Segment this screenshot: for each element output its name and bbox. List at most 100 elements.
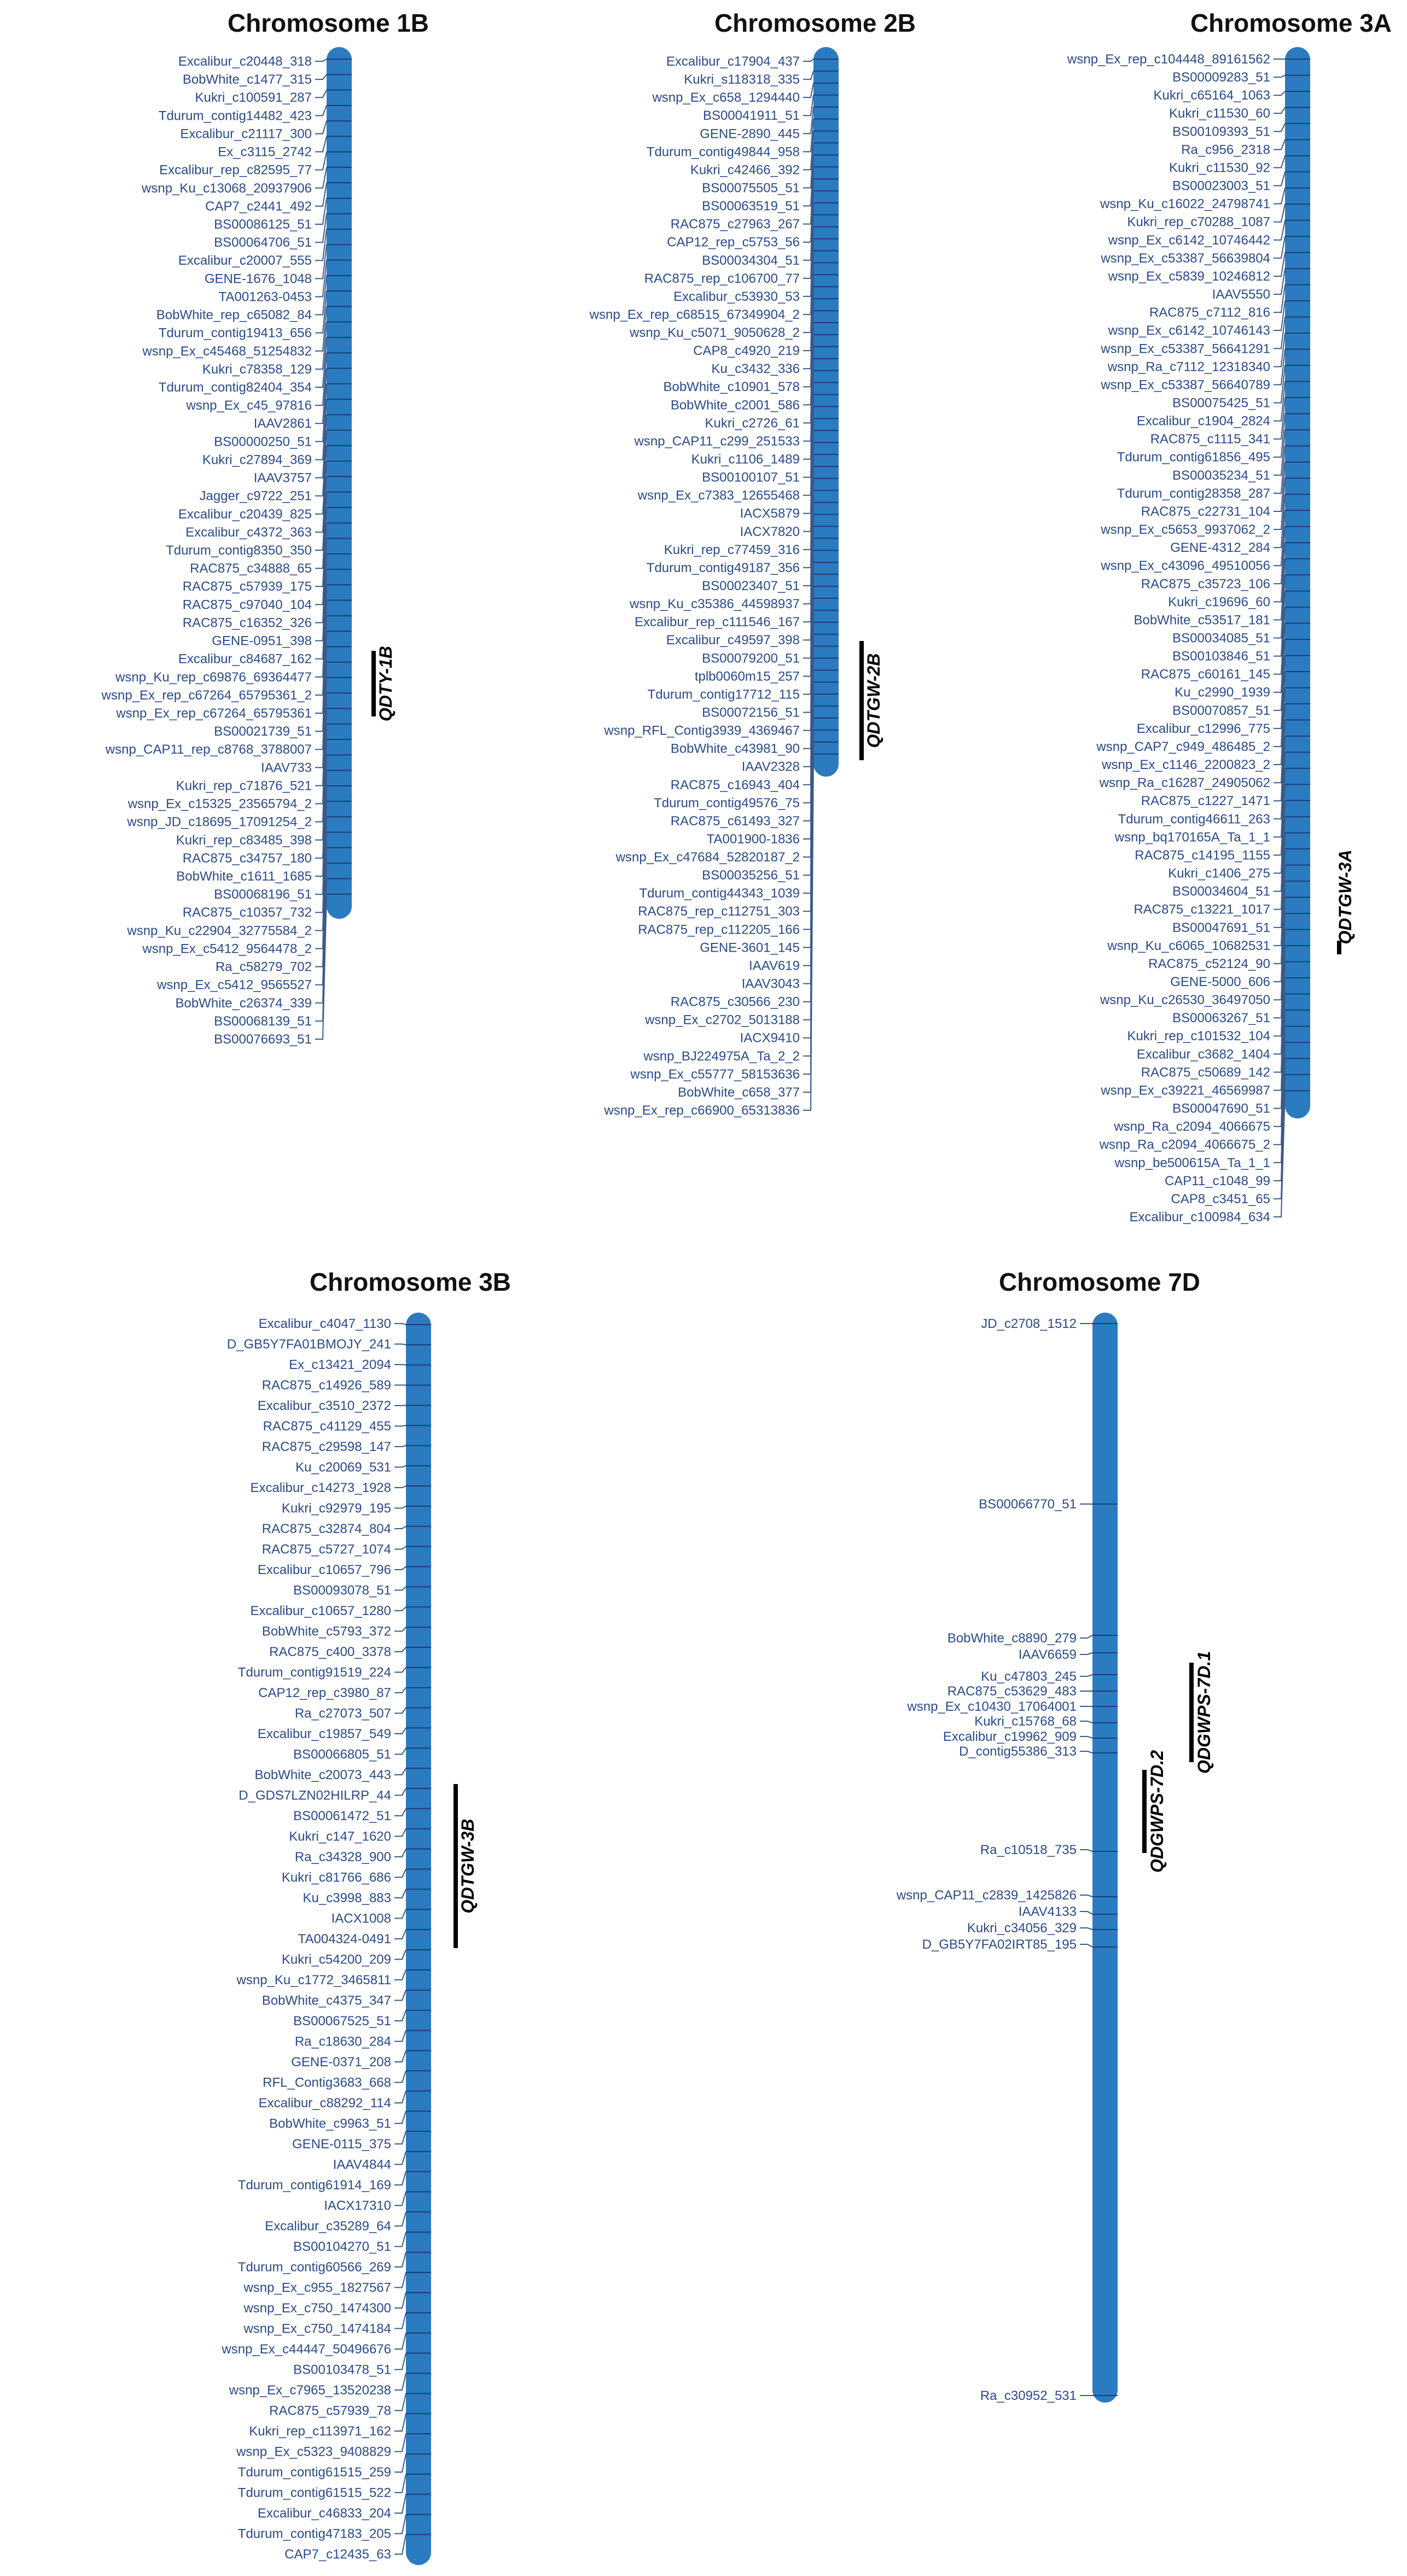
marker-label: IAAV2861 — [254, 416, 312, 431]
marker-leader-line — [394, 2453, 406, 2473]
marker-leader-line — [803, 119, 814, 153]
marker-label: IAAV733 — [261, 760, 312, 775]
marker-label: BS00035256_51 — [702, 868, 800, 883]
marker-leader-line — [394, 1889, 406, 1898]
chromosome-2b-body — [813, 47, 839, 777]
marker-label: Ku_c3998_883 — [303, 1891, 391, 1905]
marker-leader-line — [394, 1909, 406, 1919]
marker-label: Tdurum_contig61856_495 — [1117, 450, 1270, 465]
marker-label: D_GB5Y7FA01BMOJY_241 — [227, 1337, 391, 1352]
marker-leader-line — [394, 2474, 406, 2493]
marker-leader-line — [315, 120, 327, 135]
marker-label: wsnp_Ex_c5323_9408829 — [236, 2445, 391, 2460]
marker-leader-line — [1274, 1091, 1286, 1217]
marker-label: wsnp_Ex_c15325_23565794_2 — [127, 797, 312, 812]
marker-label: Kukri_s118318_335 — [684, 72, 800, 87]
marker-leader-line — [394, 2534, 406, 2555]
marker-leader-line — [394, 2212, 406, 2227]
marker-label: BS00021739_51 — [214, 724, 312, 739]
chromosome-3a-body — [1285, 47, 1310, 1118]
qtl-interval-bar — [1337, 941, 1341, 954]
marker-label: Tdurum_contig61914_169 — [238, 2178, 391, 2193]
marker-label: BS00063519_51 — [702, 199, 800, 214]
marker-leader-line — [394, 1425, 406, 1427]
marker-label: BS00066805_51 — [293, 1747, 391, 1762]
marker-leader-line — [394, 2151, 406, 2165]
marker-label: Excalibur_rep_c111546_167 — [635, 615, 800, 630]
marker-label: RAC875_c97040_104 — [183, 597, 312, 612]
marker-label: BS00093078_51 — [293, 1583, 391, 1598]
marker-label: IAAV2328 — [742, 760, 800, 774]
marker-label: wsnp_Ex_c2702_5013188 — [644, 1013, 800, 1028]
qtl-label: QDTY-1B — [376, 646, 396, 721]
marker-label: Ra_c58279_702 — [216, 960, 312, 975]
marker-leader-line — [315, 646, 327, 750]
marker-leader-line — [1274, 720, 1286, 802]
marker-leader-line — [315, 136, 327, 153]
marker-leader-line — [1080, 1911, 1093, 1915]
chromosome-3b-body — [406, 1313, 431, 2565]
marker-leader-line — [394, 2433, 406, 2452]
marker-leader-line — [1274, 607, 1286, 675]
marker-label: wsnp_Ex_c5412_9565527 — [156, 978, 312, 993]
marker-leader-line — [1274, 510, 1286, 567]
marker-label: wsnp_Ex_c53387_56640789 — [1100, 377, 1270, 392]
marker-leader-line — [394, 2050, 406, 2062]
marker-label: BS00023003_51 — [1172, 179, 1270, 194]
marker-label: BS00034304_51 — [702, 253, 800, 268]
marker-leader-line — [1274, 543, 1286, 603]
marker-leader-line — [1274, 865, 1286, 964]
marker-leader-line — [1274, 155, 1286, 168]
marker-label: wsnp_Ex_rep_c66900_65313836 — [603, 1103, 800, 1118]
marker-label: IAAV6659 — [1019, 1647, 1077, 1662]
marker-leader-line — [1274, 204, 1286, 223]
marker-label: Tdurum_contig49576_75 — [654, 796, 800, 811]
marker-leader-line — [1274, 526, 1286, 585]
marker-label: BobWhite_c4375_347 — [262, 1994, 391, 2008]
marker-label: IAAV5550 — [1212, 287, 1270, 302]
marker-label: Kukri_c2726_61 — [705, 416, 800, 430]
marker-label: BobWhite_c2001_586 — [671, 398, 800, 412]
marker-leader-line — [394, 1627, 406, 1632]
marker-leader-line — [394, 1949, 406, 1960]
marker-leader-line — [1274, 752, 1286, 838]
marker-leader-line — [315, 260, 327, 298]
chromosome-7d-marker-labels: JD_c2708_1512 BS00066770_51 BobWhite_c8890… — [896, 1316, 1093, 2403]
chromosome-1b-marker-labels: Excalibur_c20448_318 BobWhite_c1477_315 Ku… — [101, 54, 327, 1047]
marker-leader-line — [315, 507, 327, 587]
chromosome-7d-qtls: QDGWPS-7D.1 QDGWPS-7D.2 — [1142, 1651, 1214, 1873]
marker-label: BobWhite_c43981_90 — [671, 742, 800, 756]
marker-leader-line — [315, 693, 327, 805]
marker-label: RAC875_c53629_483 — [947, 1684, 1077, 1699]
marker-leader-line — [315, 538, 327, 623]
marker-label: wsnp_Ex_c10430_17064001 — [906, 1699, 1077, 1714]
marker-label: RAC875_rep_c112751_303 — [638, 904, 800, 919]
marker-leader-line — [1080, 1895, 1093, 1897]
marker-label: RAC875_c32874_804 — [262, 1522, 391, 1536]
marker-label: wsnp_Ku_c6065_10682531 — [1107, 939, 1270, 953]
marker-leader-line — [394, 1505, 406, 1509]
marker-label: RAC875_c57939_78 — [269, 2404, 391, 2418]
marker-label: wsnp_Ex_c5412_9564478_2 — [142, 941, 312, 956]
marker-label: BobWhite_c1611_1685 — [176, 869, 312, 884]
marker-label: Tdurum_contig19413_656 — [159, 326, 312, 341]
chromosome-2b-qtls: QDTGW-2B — [859, 641, 883, 760]
marker-label: Tdurum_contig28358_287 — [1117, 486, 1270, 501]
marker-label: Ku_c3432_336 — [712, 362, 800, 376]
marker-leader-line — [1080, 1736, 1093, 1739]
marker-label: Kukri_rep_c83485_398 — [176, 833, 312, 848]
marker-leader-line — [1274, 687, 1286, 766]
marker-label: tplb0060m15_257 — [695, 669, 800, 684]
marker-leader-line — [394, 1707, 406, 1714]
marker-label: wsnp_Ex_rep_c67264_65795361_2 — [101, 688, 312, 703]
marker-leader-line — [315, 74, 327, 80]
marker-label: wsnp_BJ224975A_Ta_2_2 — [643, 1049, 800, 1064]
marker-leader-line — [394, 1323, 406, 1325]
marker-leader-line — [394, 2373, 406, 2391]
qtl-interval-bar — [454, 1784, 458, 1948]
marker-label: Excalibur_c46833_204 — [258, 2506, 391, 2521]
marker-label: wsnp_Ex_c45_97816 — [185, 398, 312, 413]
marker-leader-line — [1274, 252, 1286, 277]
marker-leader-line — [394, 1566, 406, 1570]
marker-leader-line — [1274, 107, 1286, 114]
